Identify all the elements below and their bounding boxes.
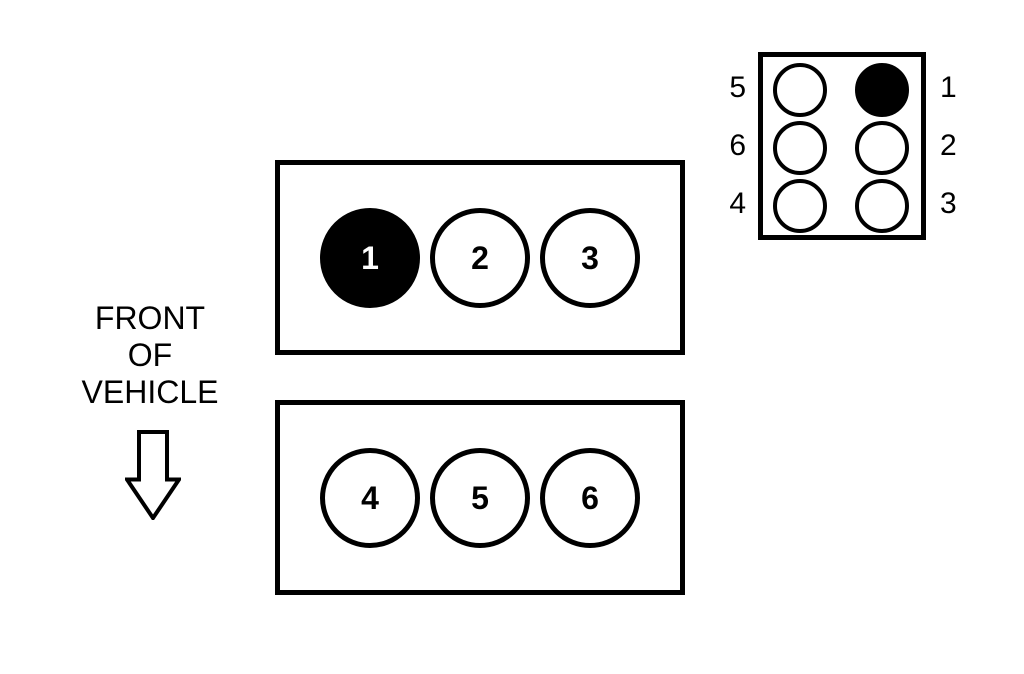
cylinder-number: 5	[471, 480, 489, 517]
cylinder-circle	[773, 121, 827, 175]
coil-pack-label: 4	[729, 187, 746, 221]
front-of-vehicle-label: FRONTOFVEHICLE	[60, 300, 240, 410]
diagram-stage: FRONTOFVEHICLE 1 2 3 4 5 6 5 1 6 2 4 3	[0, 0, 1024, 674]
cylinder-circle: 6	[540, 448, 640, 548]
cylinder-circle	[773, 63, 827, 117]
front-label-line: FRONT	[60, 300, 240, 337]
cylinder-circle: 5	[430, 448, 530, 548]
coil-pack-label: 5	[729, 71, 746, 105]
cylinder-number: 6	[581, 480, 599, 517]
cylinder-number: 4	[361, 480, 379, 517]
front-label-line: OF	[60, 337, 240, 374]
coil-pack-label: 6	[729, 129, 746, 163]
coil-pack-label: 3	[940, 187, 957, 221]
coil-pack-label: 1	[940, 71, 957, 105]
cylinder-circle	[855, 121, 909, 175]
down-arrow-icon	[125, 430, 181, 520]
cylinder-number: 2	[471, 240, 489, 277]
cylinder-circle	[855, 179, 909, 233]
cylinder-number: 3	[581, 240, 599, 277]
cylinder-circle: 4	[320, 448, 420, 548]
cylinder-circle: 3	[540, 208, 640, 308]
coil-pack-label: 2	[940, 129, 957, 163]
cylinder-circle-filled	[855, 63, 909, 117]
cylinder-circle-filled: 1	[320, 208, 420, 308]
front-label-line: VEHICLE	[60, 374, 240, 411]
cylinder-circle	[773, 179, 827, 233]
cylinder-circle: 2	[430, 208, 530, 308]
cylinder-number: 1	[361, 240, 379, 277]
